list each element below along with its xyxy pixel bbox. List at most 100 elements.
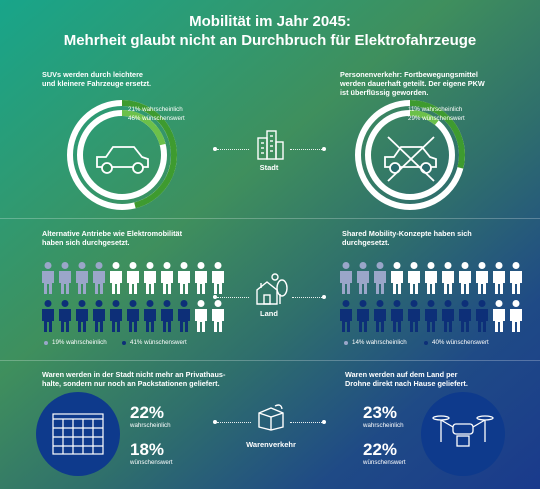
stadt-right-text-1: Personenverkehr: Fortbewegungsmittel <box>340 70 478 79</box>
legend-dot-likely <box>44 341 48 345</box>
land-right-stat-2: 40% wünschenswert <box>432 339 489 346</box>
person-icon <box>59 262 71 294</box>
person-icon <box>59 300 71 332</box>
stadt-left-stat-1: 21% wahrscheinlich <box>128 106 183 113</box>
stadt-left-text-1: SUVs werden durch leichtere <box>42 70 143 79</box>
stadt-right-ring-chart <box>355 100 465 210</box>
person-icon <box>161 262 173 294</box>
person-icon <box>110 300 122 332</box>
person-icon <box>476 262 488 294</box>
parcel-box-icon <box>258 404 284 431</box>
person-icon <box>408 300 420 332</box>
section-divider <box>0 218 540 219</box>
land-right-people-grid <box>340 262 522 332</box>
hub-label-warenverkehr: Warenverkehr <box>246 440 296 449</box>
connector-line <box>217 149 249 150</box>
person-icon <box>340 262 352 294</box>
waren-right-pct-2: 22% <box>363 440 398 459</box>
connector-dot <box>322 295 326 299</box>
ring-likely-arc <box>121 110 166 146</box>
connector-line <box>290 422 322 423</box>
person-icon <box>425 262 437 294</box>
ring-desired-arc <box>121 100 178 209</box>
person-icon <box>144 262 156 294</box>
person-icon <box>340 300 352 332</box>
person-icon <box>212 262 224 294</box>
person-icon <box>144 300 156 332</box>
packstation-icon <box>52 413 104 455</box>
person-icon <box>178 300 190 332</box>
person-icon <box>374 300 386 332</box>
connector-line <box>217 422 251 423</box>
legend-dot-likely <box>344 341 348 345</box>
person-icon <box>391 262 403 294</box>
person-icon <box>93 300 105 332</box>
land-left-stat-2: 41% wünschenswert <box>130 339 187 346</box>
hub-label-land: Land <box>260 309 278 318</box>
connector-line <box>290 149 322 150</box>
waren-left-pct-1: 22% <box>130 403 165 422</box>
person-icon <box>408 262 420 294</box>
packstation-circle <box>36 392 120 476</box>
land-right-text-1: Shared Mobility-Konzepte haben sich <box>342 229 472 238</box>
connector-dot <box>322 147 326 151</box>
land-left-stat-1: 19% wahrscheinlich <box>52 339 107 346</box>
person-icon <box>459 300 471 332</box>
person-icon <box>391 300 403 332</box>
person-icon <box>442 300 454 332</box>
person-icon <box>510 262 522 294</box>
land-right-stat-1: 14% wahrscheinlich <box>352 339 407 346</box>
land-left-people-grid <box>42 262 224 332</box>
waren-left-lab-2: wünschenswert <box>130 459 173 466</box>
person-icon <box>76 300 88 332</box>
person-icon <box>476 300 488 332</box>
person-icon <box>178 262 190 294</box>
waren-left-text-1: Waren werden in der Stadt nicht mehr an … <box>42 370 226 379</box>
drone-circle <box>421 392 505 476</box>
waren-right-lab-2: wünschenswert <box>363 459 406 466</box>
person-icon <box>127 262 139 294</box>
country-house-icon <box>256 273 288 305</box>
stadt-right-stat-1: 11% wahrscheinlich <box>408 106 463 113</box>
stadt-right-text-3: ist überflüssig geworden. <box>340 88 429 97</box>
connector-dot <box>213 295 217 299</box>
person-icon <box>425 300 437 332</box>
connector-line <box>292 297 322 298</box>
waren-right-text-2: Drohne direkt nach Hause geliefert. <box>345 379 468 388</box>
ring-desired-arc <box>409 100 465 169</box>
stadt-left-stat-2: 46% wünschenswert <box>128 115 185 122</box>
person-icon <box>357 300 369 332</box>
legend-dot-desired <box>122 341 126 345</box>
person-icon <box>110 262 122 294</box>
person-icon <box>357 262 369 294</box>
person-icon <box>442 262 454 294</box>
person-icon <box>195 300 207 332</box>
waren-right-pct-1: 23% <box>363 403 398 422</box>
waren-left-pct-2: 18% <box>130 440 165 459</box>
person-icon <box>493 300 505 332</box>
person-icon <box>161 300 173 332</box>
land-left-text-2: haben sich durchgesetzt. <box>42 238 130 247</box>
person-icon <box>459 262 471 294</box>
city-buildings-icon <box>257 130 284 160</box>
section-divider <box>0 360 540 361</box>
connector-dot <box>322 420 326 424</box>
person-icon <box>76 262 88 294</box>
stadt-left-ring-chart <box>67 100 178 210</box>
connector-dot <box>213 420 217 424</box>
title-line-1: Mobilität im Jahr 2045: <box>189 13 351 30</box>
connector-dot <box>213 147 217 151</box>
person-icon <box>42 300 54 332</box>
land-right-text-2: durchgesetzt. <box>342 238 390 247</box>
waren-right-lab-1: wahrscheinlich <box>363 422 404 429</box>
car-icon <box>96 146 149 174</box>
person-icon <box>93 262 105 294</box>
person-icon <box>212 300 224 332</box>
stadt-right-text-2: werden dauerhaft geteilt. Der eigene PKW <box>340 79 485 88</box>
stadt-right-stat-2: 29% wünschenswert <box>408 115 465 122</box>
hub-label-stadt: Stadt <box>259 163 279 172</box>
person-icon <box>195 262 207 294</box>
land-left-text-1: Alternative Antriebe wie Elektromobilitä… <box>42 229 183 238</box>
person-icon <box>374 262 386 294</box>
